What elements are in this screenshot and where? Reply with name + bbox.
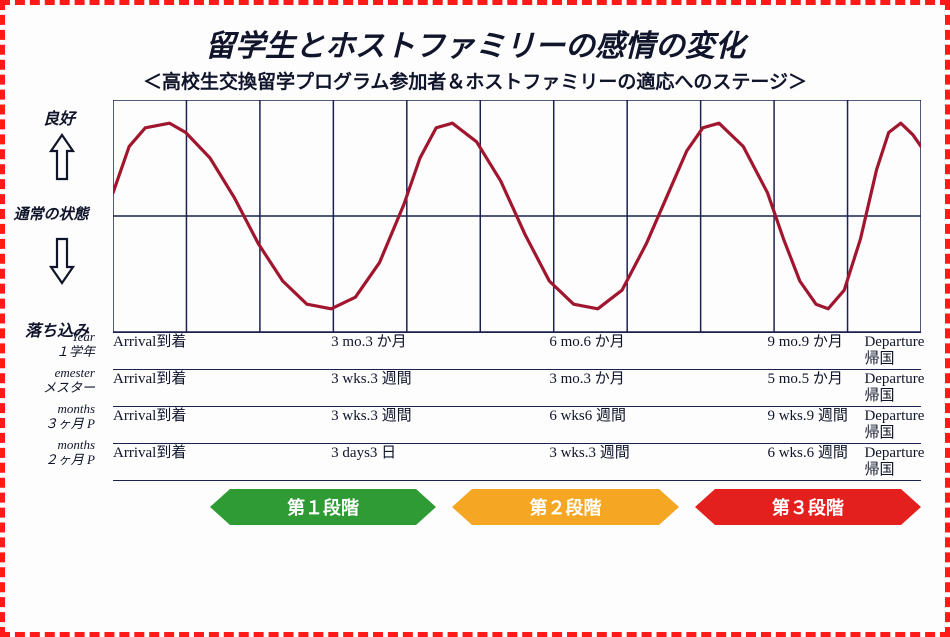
table-cell: Arrival到着 bbox=[113, 444, 186, 462]
cell-en: 3 mo. bbox=[549, 371, 583, 387]
table-cell: 3 wks.3 週間 bbox=[331, 370, 411, 388]
dashed-frame: 留学生とホストファミリーの感情の変化 ＜高校生交換留学プログラム参加者＆ホストフ… bbox=[0, 0, 950, 637]
table-cell: 6 mo.6 か月 bbox=[549, 333, 624, 351]
table-row: Arrival到着 3 wks.3 週間 3 mo.3 か月 5 mo.5 か月 Dep… bbox=[113, 370, 921, 407]
row-header-en: emester bbox=[11, 366, 95, 381]
cell-jp: 帰国 bbox=[864, 351, 894, 367]
table-cell: 9 wks.9 週間 bbox=[767, 407, 847, 425]
cell-jp: 3 週間 bbox=[588, 445, 629, 461]
table-cell: Arrival到着 bbox=[113, 370, 186, 388]
table-cell: Departure帰国 bbox=[864, 407, 924, 441]
row-header-en: Year bbox=[11, 330, 95, 345]
table-cell: Departure帰国 bbox=[864, 370, 924, 404]
cell-en: 3 wks. bbox=[331, 371, 370, 387]
cell-en: 9 wks. bbox=[767, 408, 806, 424]
row-header-jp: ２ヶ月 P bbox=[11, 453, 95, 468]
cell-jp: 3 週間 bbox=[370, 408, 411, 424]
cell-jp: 6 か月 bbox=[583, 334, 624, 350]
stage-label: 第３段階 bbox=[715, 489, 901, 525]
table-cell: 3 wks.3 週間 bbox=[331, 407, 411, 425]
table-cell: Arrival到着 bbox=[113, 407, 186, 425]
table-cell: 9 mo.9 か月 bbox=[767, 333, 842, 351]
table-row: Arrival到着 3 mo.3 か月 6 mo.6 か月 9 mo.9 か月 Depa… bbox=[113, 332, 921, 370]
row-header-jp: ３ヶ月 P bbox=[11, 417, 95, 432]
table-cell: 3 days3 日 bbox=[331, 444, 396, 462]
table-cell: Arrival到着 bbox=[113, 333, 186, 351]
cell-jp: 到着 bbox=[156, 408, 186, 424]
cell-jp: 9 週間 bbox=[807, 408, 848, 424]
row-header-en: months bbox=[11, 402, 95, 417]
cell-en: 3 wks. bbox=[331, 408, 370, 424]
cell-en: 3 days bbox=[331, 445, 370, 461]
cell-en: Departure bbox=[864, 445, 924, 461]
stage-label: 第２段階 bbox=[472, 489, 658, 525]
chevron-left-icon bbox=[452, 489, 472, 525]
ylabel-good: 良好 bbox=[19, 111, 99, 129]
cell-jp: 帰国 bbox=[864, 388, 894, 404]
row-header: months２ヶ月 P bbox=[11, 438, 95, 468]
cell-en: 6 wks. bbox=[767, 445, 806, 461]
cell-jp: 3 か月 bbox=[365, 334, 406, 350]
table-cell: 3 mo.3 か月 bbox=[549, 370, 624, 388]
table-cell: 6 wks.6 週間 bbox=[767, 444, 847, 462]
row-header: emesterメスター bbox=[11, 366, 95, 396]
table-cell: 3 wks.3 週間 bbox=[549, 444, 629, 462]
row-header: Year１学年 bbox=[11, 330, 95, 360]
row-header-en: months bbox=[11, 438, 95, 453]
cell-jp: 6 週間 bbox=[585, 408, 626, 424]
cell-en: Departure bbox=[864, 371, 924, 387]
cell-en: Arrival bbox=[113, 445, 156, 461]
cell-en: 9 mo. bbox=[767, 334, 801, 350]
stage-label: 第１段階 bbox=[230, 489, 416, 525]
table-row: Arrival到着 3 days3 日 3 wks.3 週間 6 wks.6 週間 De… bbox=[113, 444, 921, 481]
table-cell: Departure帰国 bbox=[864, 444, 924, 478]
row-header-jp: メスター bbox=[11, 381, 95, 396]
cell-en: Arrival bbox=[113, 408, 156, 424]
row-header-jp: １学年 bbox=[11, 345, 95, 360]
table-cell: 5 mo.5 か月 bbox=[767, 370, 842, 388]
cell-jp: 到着 bbox=[156, 445, 186, 461]
cell-en: Arrival bbox=[113, 371, 156, 387]
timeline-table: Arrival到着3 mo.3 か月6 mo.6 か月9 mo.9 か月Depa… bbox=[113, 332, 921, 481]
page-subtitle: ＜高校生交換留学プログラム参加者＆ホストファミリーの適応へのステージ＞ bbox=[19, 67, 931, 94]
stage-arrow: 第１段階 bbox=[210, 489, 436, 525]
cell-en: Departure bbox=[864, 408, 924, 424]
row-header: months３ヶ月 P bbox=[11, 402, 95, 432]
cell-jp: 帰国 bbox=[864, 425, 894, 441]
cell-jp: 5 か月 bbox=[802, 371, 843, 387]
cell-en: Departure bbox=[864, 334, 924, 350]
table-cell: 3 mo.3 か月 bbox=[331, 333, 406, 351]
cell-jp: 帰国 bbox=[864, 462, 894, 478]
chevron-left-icon bbox=[210, 489, 230, 525]
ylabel-normal: 通常の状態 bbox=[3, 207, 99, 224]
cell-jp: 3 週間 bbox=[370, 371, 411, 387]
cell-jp: 到着 bbox=[156, 371, 186, 387]
table-cell: Departure帰国 bbox=[864, 333, 924, 367]
arrow-up-icon bbox=[49, 133, 75, 183]
stage-arrows: 第１段階 第２段階 第３段階 bbox=[113, 487, 921, 531]
table-cell: 6 wks6 週間 bbox=[549, 407, 626, 425]
stage-arrow: 第３段階 bbox=[695, 489, 921, 525]
cell-jp: 3 か月 bbox=[583, 371, 624, 387]
cell-en: 3 mo. bbox=[331, 334, 365, 350]
cell-en: 6 mo. bbox=[549, 334, 583, 350]
cell-jp: 6 週間 bbox=[807, 445, 848, 461]
cell-jp: 到着 bbox=[156, 334, 186, 350]
cell-jp: 9 か月 bbox=[802, 334, 843, 350]
chevron-right-icon bbox=[659, 489, 679, 525]
emotion-curve-chart bbox=[113, 100, 921, 332]
stage-arrow: 第２段階 bbox=[452, 489, 678, 525]
arrow-down-icon bbox=[49, 235, 75, 285]
table-row: Arrival到着 3 wks.3 週間 6 wks6 週間 9 wks.9 週間 De… bbox=[113, 407, 921, 444]
chevron-right-icon bbox=[416, 489, 436, 525]
cell-en: Arrival bbox=[113, 334, 156, 350]
cell-en: 5 mo. bbox=[767, 371, 801, 387]
chevron-left-icon bbox=[695, 489, 715, 525]
cell-en: 3 wks. bbox=[549, 445, 588, 461]
cell-en: 6 wks bbox=[549, 408, 584, 424]
page-title: 留学生とホストファミリーの感情の変化 bbox=[19, 21, 931, 65]
cell-jp: 3 日 bbox=[370, 445, 396, 461]
chevron-right-icon bbox=[901, 489, 921, 525]
